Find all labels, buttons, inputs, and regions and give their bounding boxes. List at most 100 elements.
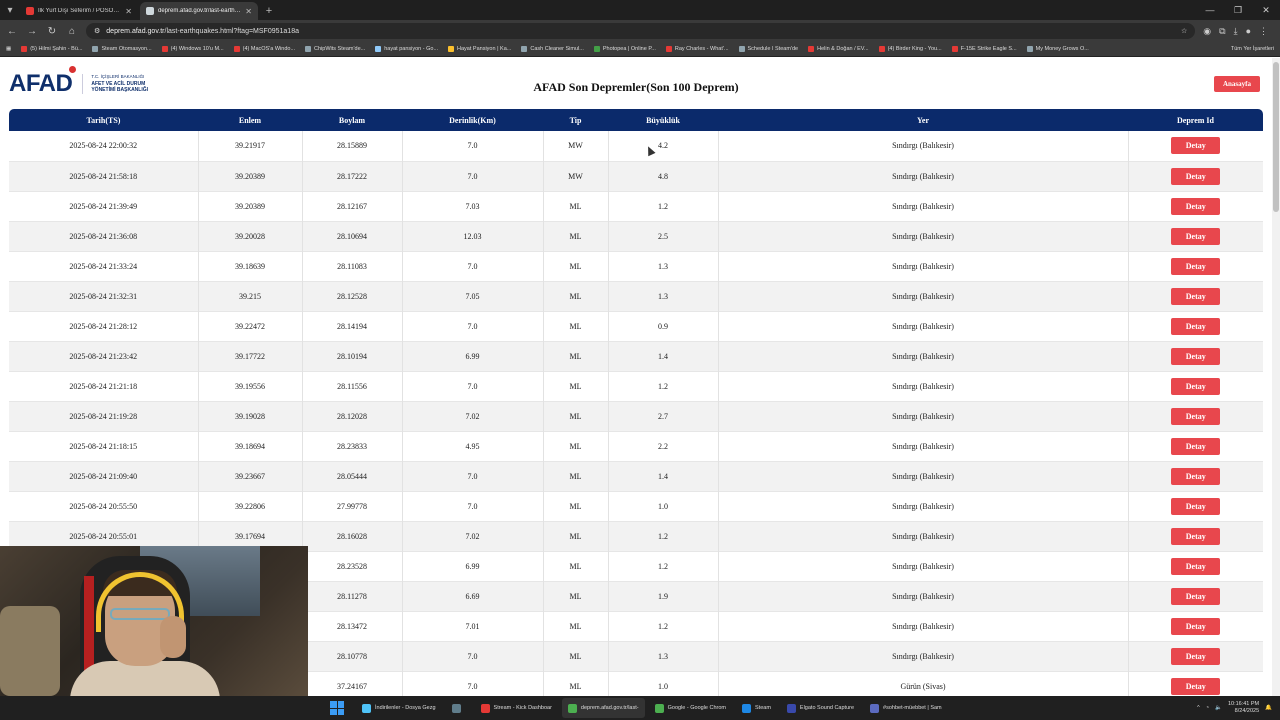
- extension-icon[interactable]: ◉: [1203, 25, 1212, 36]
- type-cell: ML: [543, 641, 609, 671]
- volume-icon[interactable]: 🔈: [1215, 705, 1222, 711]
- detail-button[interactable]: Detay: [1171, 347, 1221, 365]
- home-icon[interactable]: ⌂: [68, 25, 76, 37]
- bookmark-item[interactable]: F-15E Strike Eagle S...: [951, 46, 1017, 52]
- profile-icon[interactable]: ●: [1245, 25, 1251, 36]
- taskbar-item[interactable]: Steam: [736, 698, 777, 718]
- tab-search-icon[interactable]: ▾: [7, 4, 13, 16]
- taskbar-item[interactable]: Elgato Sound Capture: [781, 698, 860, 718]
- detail-button[interactable]: Detay: [1171, 587, 1221, 605]
- magnitude-cell: 1.4: [608, 341, 719, 371]
- taskbar-item-label: Stream - Kick Dashboar: [493, 705, 552, 711]
- app-icon: [870, 703, 880, 713]
- detail-button[interactable]: Detay: [1171, 527, 1221, 545]
- table-row: 2025-08-24 22:00:32 39.21917 28.15889 7.0 MW…: [9, 131, 1263, 161]
- detail-button[interactable]: Detay: [1171, 167, 1221, 185]
- bookmark-item[interactable]: Helin & Doğan / EV...: [808, 46, 869, 52]
- bookmark-item[interactable]: Steam Otomasyon...: [92, 46, 152, 52]
- home-button[interactable]: Anasayfa: [1213, 76, 1260, 92]
- detail-button[interactable]: Detay: [1171, 677, 1221, 695]
- detail-button[interactable]: Detay: [1171, 197, 1221, 215]
- bookmark-item[interactable]: Schedule I Steam'de: [738, 46, 799, 52]
- taskbar-item-label: Google - Google Chrom: [667, 705, 726, 711]
- taskbar-item[interactable]: Google - Google Chrom: [649, 698, 732, 718]
- taskbar-item[interactable]: Stream - Kick Dashboar: [475, 698, 558, 718]
- bookmark-star-icon[interactable]: ☆: [1181, 28, 1188, 35]
- longitude-cell: 28.11278: [302, 581, 403, 611]
- windows-start-icon[interactable]: [330, 701, 344, 715]
- bookmark-label: Schedule I Steam'de: [747, 46, 799, 52]
- detail-button[interactable]: Detay: [1171, 647, 1221, 665]
- browser-tab[interactable]: İlk Yurt Dışı Seferim / POSOF S... ✕: [20, 2, 138, 20]
- bookmark-label: Steam Otomasyon...: [101, 46, 152, 52]
- url-path: /last-earthquakes.html?ftag=MSF0951a18a: [164, 27, 299, 35]
- menu-icon[interactable]: ⋮: [1259, 25, 1268, 36]
- bookmark-item[interactable]: ChipWits Steam'de...: [305, 46, 365, 52]
- page-scrollbar[interactable]: [1272, 58, 1280, 696]
- detail-button[interactable]: Detay: [1171, 227, 1221, 245]
- new-tab-button[interactable]: +: [265, 5, 273, 17]
- detail-button[interactable]: Detay: [1171, 497, 1221, 515]
- puzzle-icon[interactable]: ⧉: [1219, 25, 1226, 36]
- taskbar-item[interactable]: [446, 698, 471, 718]
- type-cell: ML: [543, 371, 609, 401]
- all-bookmarks[interactable]: Tüm Yer İşaretleri: [1230, 46, 1274, 52]
- bookmark-item[interactable]: My Money Grows O...: [1026, 46, 1089, 52]
- taskbar-item[interactable]: İndirilenler - Dosya Gezg: [356, 698, 442, 718]
- minimize-icon[interactable]: —: [1205, 5, 1215, 15]
- network-icon[interactable]: ◔: [1205, 705, 1210, 711]
- detail-button[interactable]: Detay: [1171, 377, 1221, 395]
- detail-button[interactable]: Detay: [1171, 557, 1221, 575]
- action-cell: Detay: [1128, 521, 1263, 551]
- location-cell: Sındırgı (Balıkesir): [718, 461, 1129, 491]
- bookmark-item[interactable]: (5) Hilmi Şahin - Bü...: [21, 46, 82, 52]
- detail-button[interactable]: Detay: [1171, 137, 1221, 155]
- detail-button[interactable]: Detay: [1171, 617, 1221, 635]
- reload-icon[interactable]: ↻: [47, 25, 57, 37]
- tab-close-icon[interactable]: ✕: [125, 6, 132, 16]
- longitude-cell: 28.16028: [302, 521, 403, 551]
- bookmark-item[interactable]: (4) MacOS'a Windo...: [233, 46, 295, 52]
- bookmark-item[interactable]: Ray Charles - What'...: [665, 46, 729, 52]
- system-tray: ^ ◔ 🔈 10:16:41 PM 8/24/2025 🔔: [1197, 696, 1272, 720]
- taskbar-item[interactable]: #sohbet-müebbet | Sam: [864, 698, 948, 718]
- magnitude-cell: 1.0: [608, 491, 719, 521]
- forward-icon[interactable]: →: [27, 25, 37, 37]
- close-icon[interactable]: ✕: [1262, 5, 1270, 15]
- date-cell: 2025-08-24 21:23:42: [9, 341, 199, 371]
- browser-tab[interactable]: deprem.afad.gov.tr/last-earthq... ✕: [140, 2, 258, 20]
- scrollbar-thumb[interactable]: [1273, 62, 1279, 212]
- detail-button[interactable]: Detay: [1171, 407, 1221, 425]
- bookmark-item[interactable]: Photopea | Online P...: [593, 46, 656, 52]
- clock[interactable]: 10:16:41 PM 8/24/2025: [1228, 701, 1259, 715]
- detail-button[interactable]: Detay: [1171, 257, 1221, 275]
- column-header: Tarih(TS): [86, 115, 121, 125]
- notification-icon[interactable]: 🔔: [1265, 705, 1272, 711]
- taskbar-item[interactable]: deprem.afad.gov.tr/last-: [561, 698, 645, 718]
- detail-button[interactable]: Detay: [1171, 287, 1221, 305]
- back-icon[interactable]: ←: [7, 25, 17, 37]
- bookmark-item[interactable]: (4) Windows 10'u M...: [161, 46, 224, 52]
- date-cell: 2025-08-24 21:32:31: [9, 281, 199, 311]
- column-header: Yer: [917, 115, 929, 125]
- apps-icon[interactable]: ▦: [6, 46, 12, 52]
- depth-cell: 7.0: [402, 161, 544, 191]
- table-row: 2025-08-24 21:32:31 39.215 28.12528 7.05 ML 1…: [9, 281, 1263, 311]
- address-bar[interactable]: ⚙ deprem.afad.gov.tr/last-earthquakes.ht…: [86, 23, 1196, 39]
- detail-button[interactable]: Detay: [1171, 317, 1221, 335]
- download-icon[interactable]: ⤓: [1233, 25, 1238, 36]
- tab-close-icon[interactable]: ✕: [245, 6, 252, 16]
- tray-chevron-icon[interactable]: ^: [1197, 705, 1200, 711]
- maximize-icon[interactable]: ❐: [1233, 5, 1243, 15]
- bookmark-label: ChipWits Steam'de...: [314, 46, 366, 52]
- detail-button[interactable]: Detay: [1171, 467, 1221, 485]
- bookmark-item[interactable]: hayat pansiyon - Go...: [375, 46, 438, 52]
- bookmark-item[interactable]: Hayat Pansiyon | Ka...: [448, 46, 511, 52]
- longitude-cell: 37.24167: [302, 671, 403, 696]
- bookmark-label: (4) Birder King - You...: [887, 46, 942, 52]
- bookmark-item[interactable]: Cash Cleaner Simul...: [521, 46, 584, 52]
- bookmark-item[interactable]: (4) Birder King - You...: [878, 46, 942, 52]
- afad-logo[interactable]: AFAD T.C. İÇİŞLERİ BAKANLIĞI AFET VE ACİ…: [9, 66, 148, 98]
- detail-button[interactable]: Detay: [1171, 437, 1221, 455]
- site-info-icon[interactable]: ⚙: [94, 28, 101, 35]
